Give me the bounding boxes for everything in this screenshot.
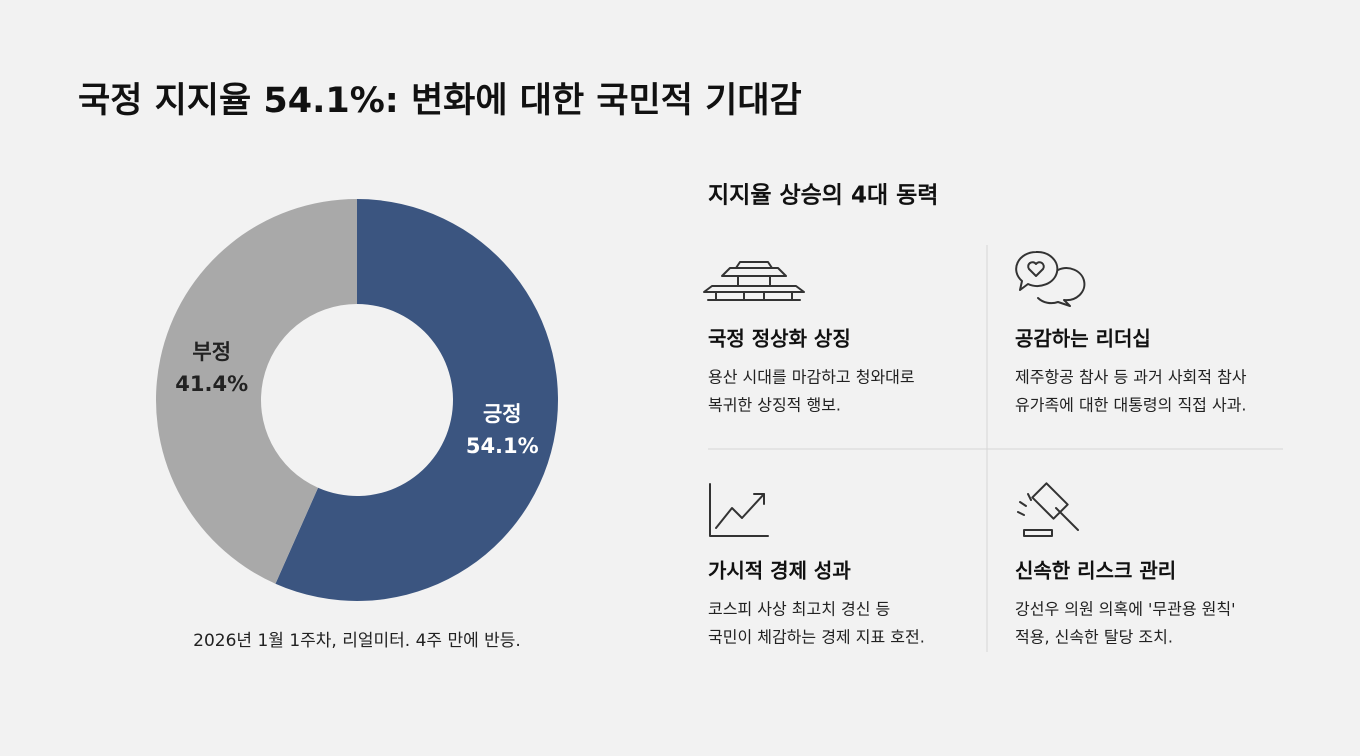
- card-text: 적용, 신속한 탈당 조치.: [1015, 628, 1173, 647]
- card-text: 복귀한 상징적 행보.: [708, 396, 841, 415]
- segment-value: 41.4%: [175, 372, 248, 396]
- speech-icon: [1015, 250, 1086, 307]
- card-text: 강선우 의원 의혹에 '무관용 원칙': [1015, 600, 1236, 619]
- card-text: 제주항공 참사 등 과거 사회적 참사: [1015, 368, 1247, 387]
- card-title: 가시적 경제 성과: [708, 559, 851, 583]
- caption: 2026년 1월 1주차, 리얼미터. 4주 만에 반등.: [193, 631, 521, 651]
- card-title: 신속한 리스크 관리: [1015, 559, 1176, 583]
- segment-name: 긍정: [483, 402, 522, 426]
- card-title: 국정 정상화 상징: [708, 327, 851, 351]
- card-text: 용산 시대를 마감하고 청와대로: [708, 368, 915, 387]
- palace-icon: [703, 261, 805, 301]
- section-title: 지지율 상승의 4대 동력: [708, 183, 938, 209]
- card-text: 국민이 체감하는 경제 지표 호전.: [708, 628, 925, 647]
- segment-name: 부정: [192, 340, 231, 364]
- growth-icon: [709, 483, 769, 537]
- card-text: 유가족에 대한 대통령의 직접 사과.: [1015, 396, 1247, 415]
- title: 국정 지지율 54.1%: 변화에 대한 국민적 기대감: [78, 81, 802, 121]
- card-text: 코스피 사상 최고치 경신 등: [708, 600, 890, 619]
- card-title: 공감하는 리더십: [1015, 327, 1151, 351]
- donut-segment: [155, 199, 357, 584]
- segment-value: 54.1%: [466, 434, 539, 458]
- gavel-icon: [1017, 482, 1079, 537]
- donut-segment: [275, 199, 558, 601]
